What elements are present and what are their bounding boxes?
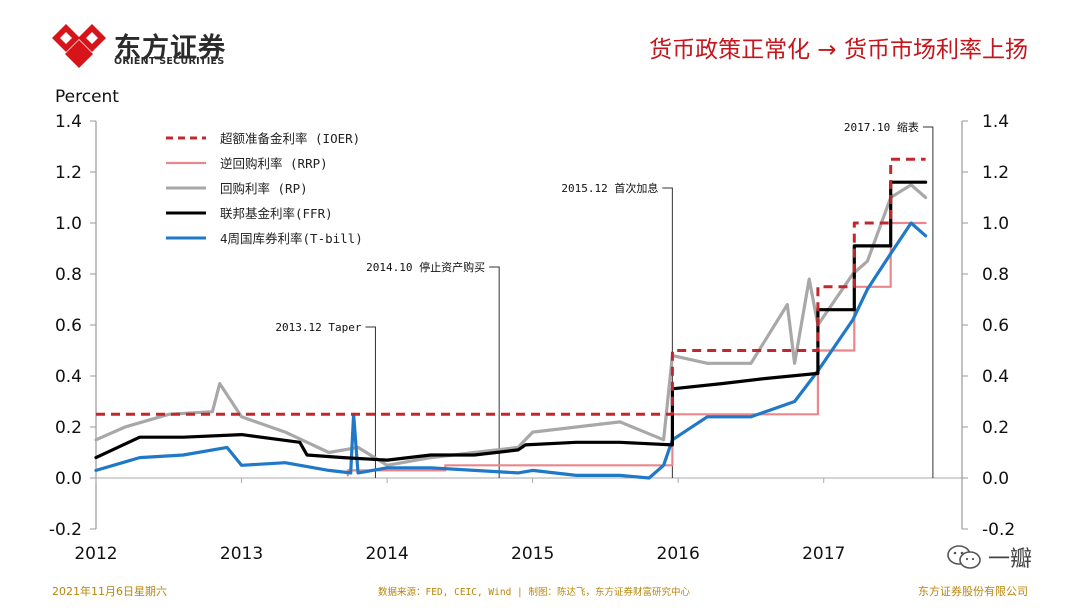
x-tick-label: 2016 xyxy=(657,544,700,564)
series-line-tbill xyxy=(94,221,928,480)
footer-date: 2021年11月6日星期六 xyxy=(52,585,167,598)
y-tick-label-right: 0.0 xyxy=(982,469,1009,489)
watermark-text: 一瓣 xyxy=(988,547,1033,572)
legend-label-tbill: 4周国库券利率(T-bill) xyxy=(220,231,363,246)
y-tick-label-left: -0.2 xyxy=(49,520,82,540)
y-tick-label-right: -0.2 xyxy=(982,520,1015,540)
x-tick-label: 2015 xyxy=(511,544,554,564)
footer-company: 东方证券股份有限公司 xyxy=(918,585,1028,598)
y-tick-label-right: 1.4 xyxy=(982,112,1009,132)
legend-label-ioer: 超额准备金利率 (IOER) xyxy=(220,131,360,146)
y-tick-label-left: 0.4 xyxy=(55,367,82,387)
y-tick-label-right: 1.2 xyxy=(982,163,1009,183)
legend-label-rp: 回购利率 (RP) xyxy=(220,181,308,196)
brand-logo: 东方证券 ORIENT SECURITIES xyxy=(52,24,252,68)
annotation-label: 2013.12 Taper xyxy=(275,321,361,334)
annotation-line xyxy=(662,187,673,478)
y-tick-label-left: 1.0 xyxy=(55,214,82,234)
annotation-label: 2015.12 首次加息 xyxy=(561,181,658,195)
annotation-line xyxy=(489,266,500,478)
y-tick-label-left: 0.6 xyxy=(55,316,82,336)
footer-source: 数据来源：FED, CEIC, Wind | 制图：陈达飞，东方证券财富研究中心 xyxy=(378,587,690,598)
watermark: 一瓣 xyxy=(946,541,1032,573)
logo-en-text: ORIENT SECURITIES xyxy=(114,56,225,67)
x-tick-label: 2014 xyxy=(365,544,408,564)
x-tick-label: 2013 xyxy=(220,544,263,564)
y-axis-title: Percent xyxy=(55,87,119,107)
x-tick-label: 2017 xyxy=(802,544,845,564)
x-tick-label: 2012 xyxy=(74,544,117,564)
y-tick-label-right: 0.8 xyxy=(982,265,1009,285)
y-tick-label-left: 0.2 xyxy=(55,418,82,438)
diamond-logo-icon xyxy=(52,24,106,68)
page-title: 货币政策正常化 → 货币市场利率上扬 xyxy=(649,37,1028,63)
y-tick-label-left: 1.4 xyxy=(55,112,82,132)
logo-cn-text: 东方证券 xyxy=(114,33,226,64)
annotation-line xyxy=(365,326,376,478)
series-line-rp xyxy=(94,183,928,467)
y-tick-label-right: 0.2 xyxy=(982,418,1009,438)
wechat-icon xyxy=(947,545,981,569)
annotation-label: 2017.10 缩表 xyxy=(844,120,919,134)
y-tick-label-right: 0.4 xyxy=(982,367,1009,387)
series-line-ioer xyxy=(96,157,926,416)
y-tick-label-right: 1.0 xyxy=(982,214,1009,234)
series-line-ffr xyxy=(94,180,928,462)
y-tick-label-left: 0.0 xyxy=(55,469,82,489)
legend-label-ffr: 联邦基金利率(FFR) xyxy=(220,206,333,221)
legend-label-rrp: 逆回购利率 (RRP) xyxy=(220,156,328,171)
annotation-label: 2014.10 停止资产购买 xyxy=(366,260,485,274)
y-tick-label-left: 0.8 xyxy=(55,265,82,285)
y-tick-label-left: 1.2 xyxy=(55,163,82,183)
annotation-line xyxy=(922,126,934,478)
y-tick-label-right: 0.6 xyxy=(982,316,1009,336)
